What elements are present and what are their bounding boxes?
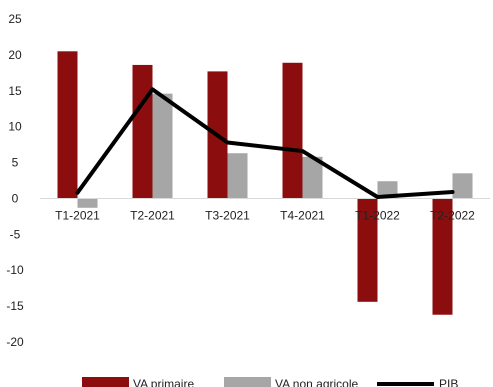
y-tick-label: 20 <box>8 48 22 62</box>
y-tick-label: 0 <box>12 191 19 205</box>
bar-va-primaire <box>357 198 378 302</box>
bar-va-non-agricole <box>227 153 248 199</box>
y-tick-label: 5 <box>12 156 19 170</box>
bar-va-non-agricole <box>452 173 473 199</box>
x-axis-ticks: T1-2021 T2-2021 T3-2021 T4-2021 T1-2022 T2-20… <box>55 208 475 222</box>
y-tick-label: -5 <box>10 227 21 241</box>
x-tick-label: T1-2021 <box>55 208 100 222</box>
line-pib <box>75 87 455 200</box>
y-axis-ticks: 25 20 15 10 5 0 -5 -10 -15 -20 <box>6 12 24 349</box>
x-tick-label: T4-2021 <box>280 208 325 222</box>
bar-va-primaire <box>432 198 453 315</box>
legend-label: PIB <box>439 377 458 387</box>
y-tick-label: -15 <box>6 299 24 313</box>
y-tick-label: 15 <box>8 84 22 98</box>
bar-va-non-agricole <box>77 198 98 208</box>
bar-va-primaire <box>132 64 153 199</box>
bar-va-primaire <box>282 62 303 199</box>
x-tick-label: T2-2022 <box>430 208 475 222</box>
bar-va-non-agricole <box>302 156 323 199</box>
legend-swatch-va-non-agricole <box>224 377 271 387</box>
x-tick-label: T2-2021 <box>130 208 175 222</box>
legend-label: VA primaire <box>133 377 194 387</box>
y-tick-label: 10 <box>8 120 22 134</box>
bar-marks <box>57 51 473 315</box>
x-tick-label: T1-2022 <box>355 208 400 222</box>
y-tick-label: 25 <box>8 12 22 26</box>
legend-label: VA non agricole <box>275 377 358 387</box>
y-tick-label: -10 <box>6 263 24 277</box>
bar-va-non-agricole <box>152 93 173 199</box>
legend-swatch-va-primaire <box>82 377 129 387</box>
x-tick-label: T3-2021 <box>205 208 250 222</box>
legend: VA primaire VA non agricole PIB <box>82 377 458 387</box>
y-tick-label: -20 <box>6 335 24 349</box>
line-series <box>75 87 455 200</box>
bar-va-primaire <box>57 51 78 199</box>
